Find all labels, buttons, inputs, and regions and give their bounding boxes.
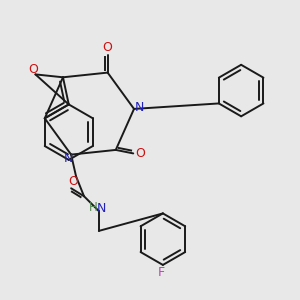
Text: H: H [88,201,97,214]
Text: O: O [135,147,145,160]
Text: F: F [157,266,164,279]
Text: N: N [97,202,106,214]
Text: O: O [68,175,78,188]
Text: N: N [134,101,144,114]
Text: N: N [64,152,73,165]
Text: O: O [103,41,112,54]
Text: O: O [28,63,38,76]
